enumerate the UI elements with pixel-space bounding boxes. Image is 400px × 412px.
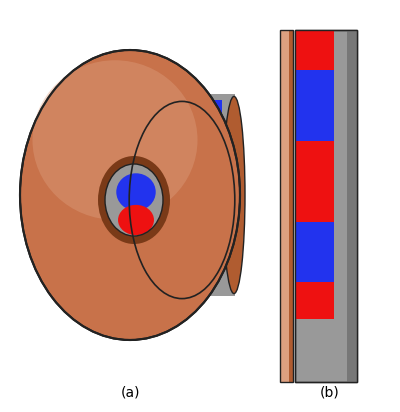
Bar (295, 30, 357, 382)
Bar (295, 30, 357, 382)
Bar (129, 94, 235, 295)
Ellipse shape (118, 205, 154, 235)
Bar (280, 30, 293, 382)
Bar (296, 70, 334, 141)
Ellipse shape (223, 96, 245, 294)
Ellipse shape (129, 101, 235, 299)
Ellipse shape (105, 164, 163, 236)
Bar (139, 161, 222, 214)
Bar (289, 30, 293, 382)
Ellipse shape (32, 60, 198, 220)
Text: (b): (b) (320, 386, 340, 400)
Ellipse shape (105, 164, 163, 236)
Ellipse shape (118, 205, 154, 235)
Bar (139, 214, 222, 248)
Bar (296, 141, 334, 222)
Bar (139, 248, 222, 271)
Ellipse shape (98, 156, 170, 244)
Ellipse shape (116, 173, 156, 211)
Bar (139, 101, 222, 161)
Bar (347, 30, 357, 382)
Ellipse shape (20, 50, 240, 340)
Bar (296, 222, 334, 282)
Bar (296, 30, 334, 70)
Text: (a): (a) (120, 386, 140, 400)
Bar (296, 282, 334, 318)
Bar (280, 30, 289, 382)
Ellipse shape (116, 173, 156, 211)
